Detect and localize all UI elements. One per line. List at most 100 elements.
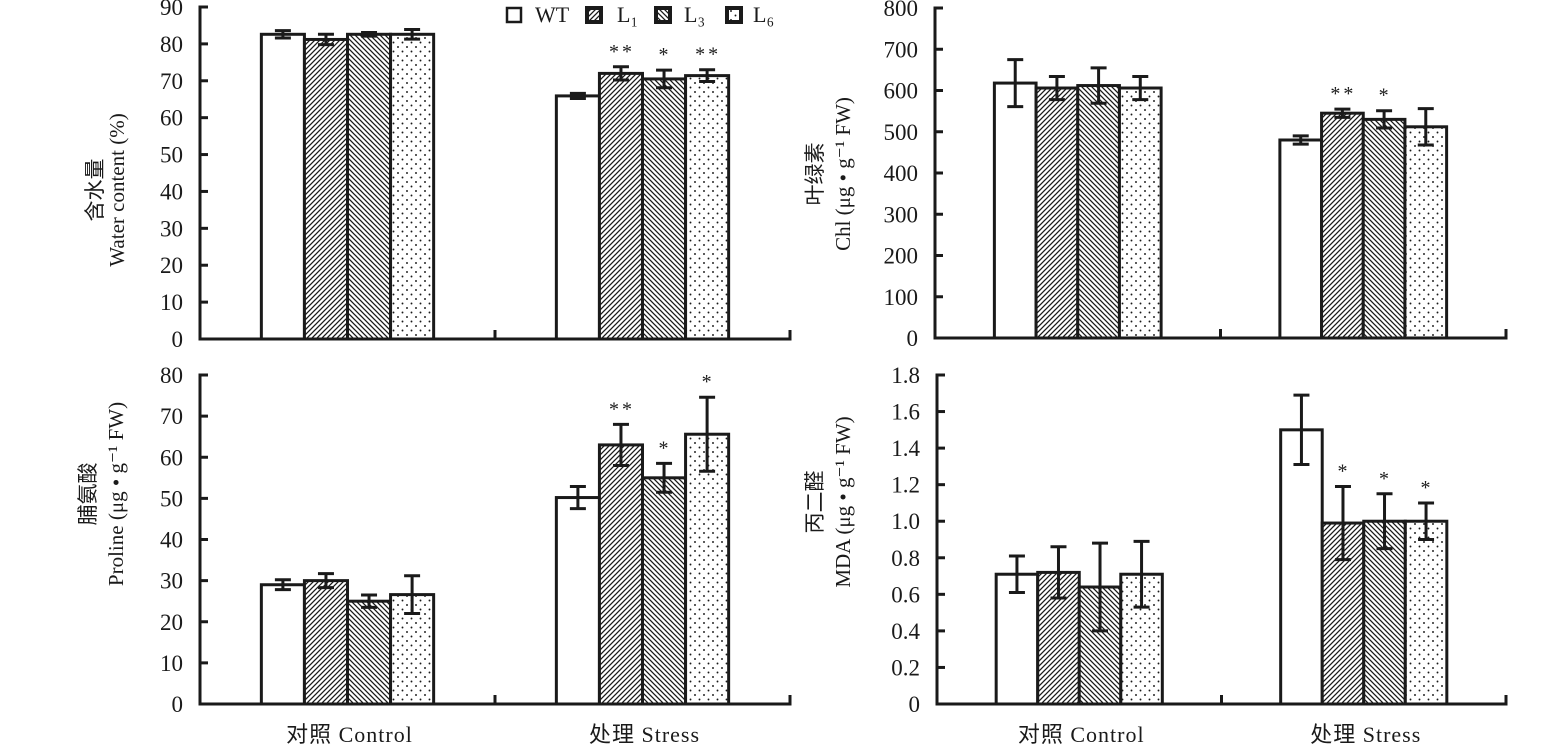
bar-l1-stress xyxy=(597,443,644,706)
legend-item-L: L₆ xyxy=(725,2,774,27)
y-axis-label: Proline (μg • g⁻¹ FW) xyxy=(104,402,128,586)
y-tick-label: 500 xyxy=(884,120,919,145)
bar-l3-stress xyxy=(641,476,688,706)
legend-label: L₆ xyxy=(753,2,774,27)
axes: 0 10 20 30 40 50 60 70 80 对照 Control 处理 Stress 脯氨酸 P… xyxy=(76,363,792,747)
y-tick-label: 20 xyxy=(160,610,183,635)
error-bar-l6-stress xyxy=(1417,107,1434,147)
legend: WT L₁ L₃ L₆ xyxy=(505,2,774,27)
bar-l3-stress xyxy=(1361,117,1407,340)
error-bar-l3-control xyxy=(361,593,378,609)
y-tick-label: 90 xyxy=(160,0,183,20)
error-bar-wt-stress xyxy=(1292,134,1309,146)
y-tick-label: 300 xyxy=(884,202,919,227)
legend-item-L: L₃ xyxy=(654,2,705,27)
significance-mark: ** xyxy=(609,41,635,63)
bar-l6-stress xyxy=(1403,125,1449,340)
bar-wt-control xyxy=(992,81,1038,340)
y-tick-label: 80 xyxy=(160,32,183,57)
error-bar-l1-control xyxy=(317,32,334,47)
error-bar-l3-stress xyxy=(656,68,673,90)
error-bar-wt-control xyxy=(274,578,291,592)
error-bar-wt-control xyxy=(1008,554,1025,595)
bar-l6-stress xyxy=(684,74,731,341)
bar-wt-stress xyxy=(1279,428,1324,706)
legend-swatch xyxy=(585,6,603,24)
significance-mark: ** xyxy=(695,44,721,66)
y-tick-label: 1.6 xyxy=(891,400,920,425)
error-bar-wt-control xyxy=(274,29,291,40)
bar-l1-stress xyxy=(597,71,644,341)
error-bar-l3-stress xyxy=(1376,109,1393,130)
legend-swatch xyxy=(505,6,523,24)
y-tick-label: 1.0 xyxy=(891,509,920,534)
y-tick-label: 800 xyxy=(884,0,919,21)
error-bar-l1-stress xyxy=(612,65,629,82)
significance-mark: ** xyxy=(1330,83,1356,105)
y-tick-label: 400 xyxy=(884,161,919,186)
error-bar-l1-control xyxy=(317,572,334,590)
error-bar-wt-control xyxy=(1007,58,1024,109)
y-tick-label: 0.4 xyxy=(891,619,920,644)
error-bars: **** xyxy=(274,371,716,616)
y-tick-label: 50 xyxy=(160,143,183,168)
y-tick-label: 60 xyxy=(160,445,183,470)
bars xyxy=(259,432,731,706)
bar-l6-stress xyxy=(684,432,731,706)
bar-wt-stress xyxy=(554,94,601,341)
legend-label: WT xyxy=(535,2,570,27)
y-tick-label: 1.4 xyxy=(891,436,920,461)
y-axis-label: Water content (%) xyxy=(105,113,129,266)
y-tick-label: 70 xyxy=(160,404,183,429)
y-tick-label: 50 xyxy=(160,486,183,511)
bar-wt-control xyxy=(259,32,306,341)
y-tick-label: 30 xyxy=(160,569,183,594)
legend-swatch xyxy=(725,6,743,24)
error-bar-l1-stress xyxy=(1334,484,1351,562)
error-bar-l6-stress xyxy=(699,395,716,473)
bar-l6-stress xyxy=(1403,519,1449,706)
legend-label: L₃ xyxy=(684,2,705,27)
y-axis-label-cn: 脯氨酸 xyxy=(76,463,100,526)
y-tick-label: 0 xyxy=(907,326,919,351)
y-tick-label: 100 xyxy=(884,285,919,310)
y-axis-label: MDA (μg • g⁻¹ FW) xyxy=(831,416,855,587)
y-axis-label-cn: 含水量 xyxy=(83,159,107,222)
error-bar-wt-stress xyxy=(569,91,586,100)
y-tick-label: 200 xyxy=(884,244,919,269)
y-tick-label: 0.6 xyxy=(891,582,920,607)
error-bar-l1-control xyxy=(1048,74,1065,102)
y-axis-label: Chl (μg • g⁻¹ FW) xyxy=(831,97,855,251)
bar-l6-control xyxy=(1117,86,1163,340)
significance-mark: * xyxy=(1337,460,1350,482)
error-bar-l6-control xyxy=(1133,539,1150,609)
bar-wt-stress xyxy=(554,496,601,706)
error-bar-l1-control xyxy=(1050,545,1067,600)
x-tick-label: 处理 Stress xyxy=(589,722,700,745)
axes: 0 100 200 300 400 500 600 700 800 叶绿素 Chl (μg • g⁻… xyxy=(803,0,1508,351)
bar-wt-stress xyxy=(1278,138,1324,340)
axes: 0 0.2 0.4 0.6 0.8 1.0 1.2 1.4 1.6 1.8 对照 Control 处理… xyxy=(803,363,1508,747)
error-bar-l6-stress xyxy=(699,68,716,84)
error-bar-l1-stress xyxy=(1334,107,1351,119)
y-tick-label: 1.8 xyxy=(891,363,920,388)
bar-wt-control xyxy=(259,583,306,706)
error-bars: *** xyxy=(1007,58,1434,147)
error-bar-l6-control xyxy=(404,574,421,616)
significance-mark: * xyxy=(659,44,672,66)
error-bar-l6-control xyxy=(1132,74,1149,102)
y-tick-label: 40 xyxy=(160,528,183,553)
y-tick-label: 20 xyxy=(160,253,183,278)
x-tick-label: 处理 Stress xyxy=(1310,722,1421,745)
y-tick-label: 0.2 xyxy=(891,655,920,680)
y-tick-label: 70 xyxy=(160,69,183,94)
y-tick-label: 0 xyxy=(172,692,184,717)
bar-l1-control xyxy=(302,579,349,706)
error-bar-l1-stress xyxy=(612,422,629,467)
legend-label: L₁ xyxy=(617,2,638,27)
significance-mark: * xyxy=(1421,477,1434,499)
bar-l1-stress xyxy=(1320,111,1365,340)
error-bars: *** xyxy=(1008,393,1435,633)
